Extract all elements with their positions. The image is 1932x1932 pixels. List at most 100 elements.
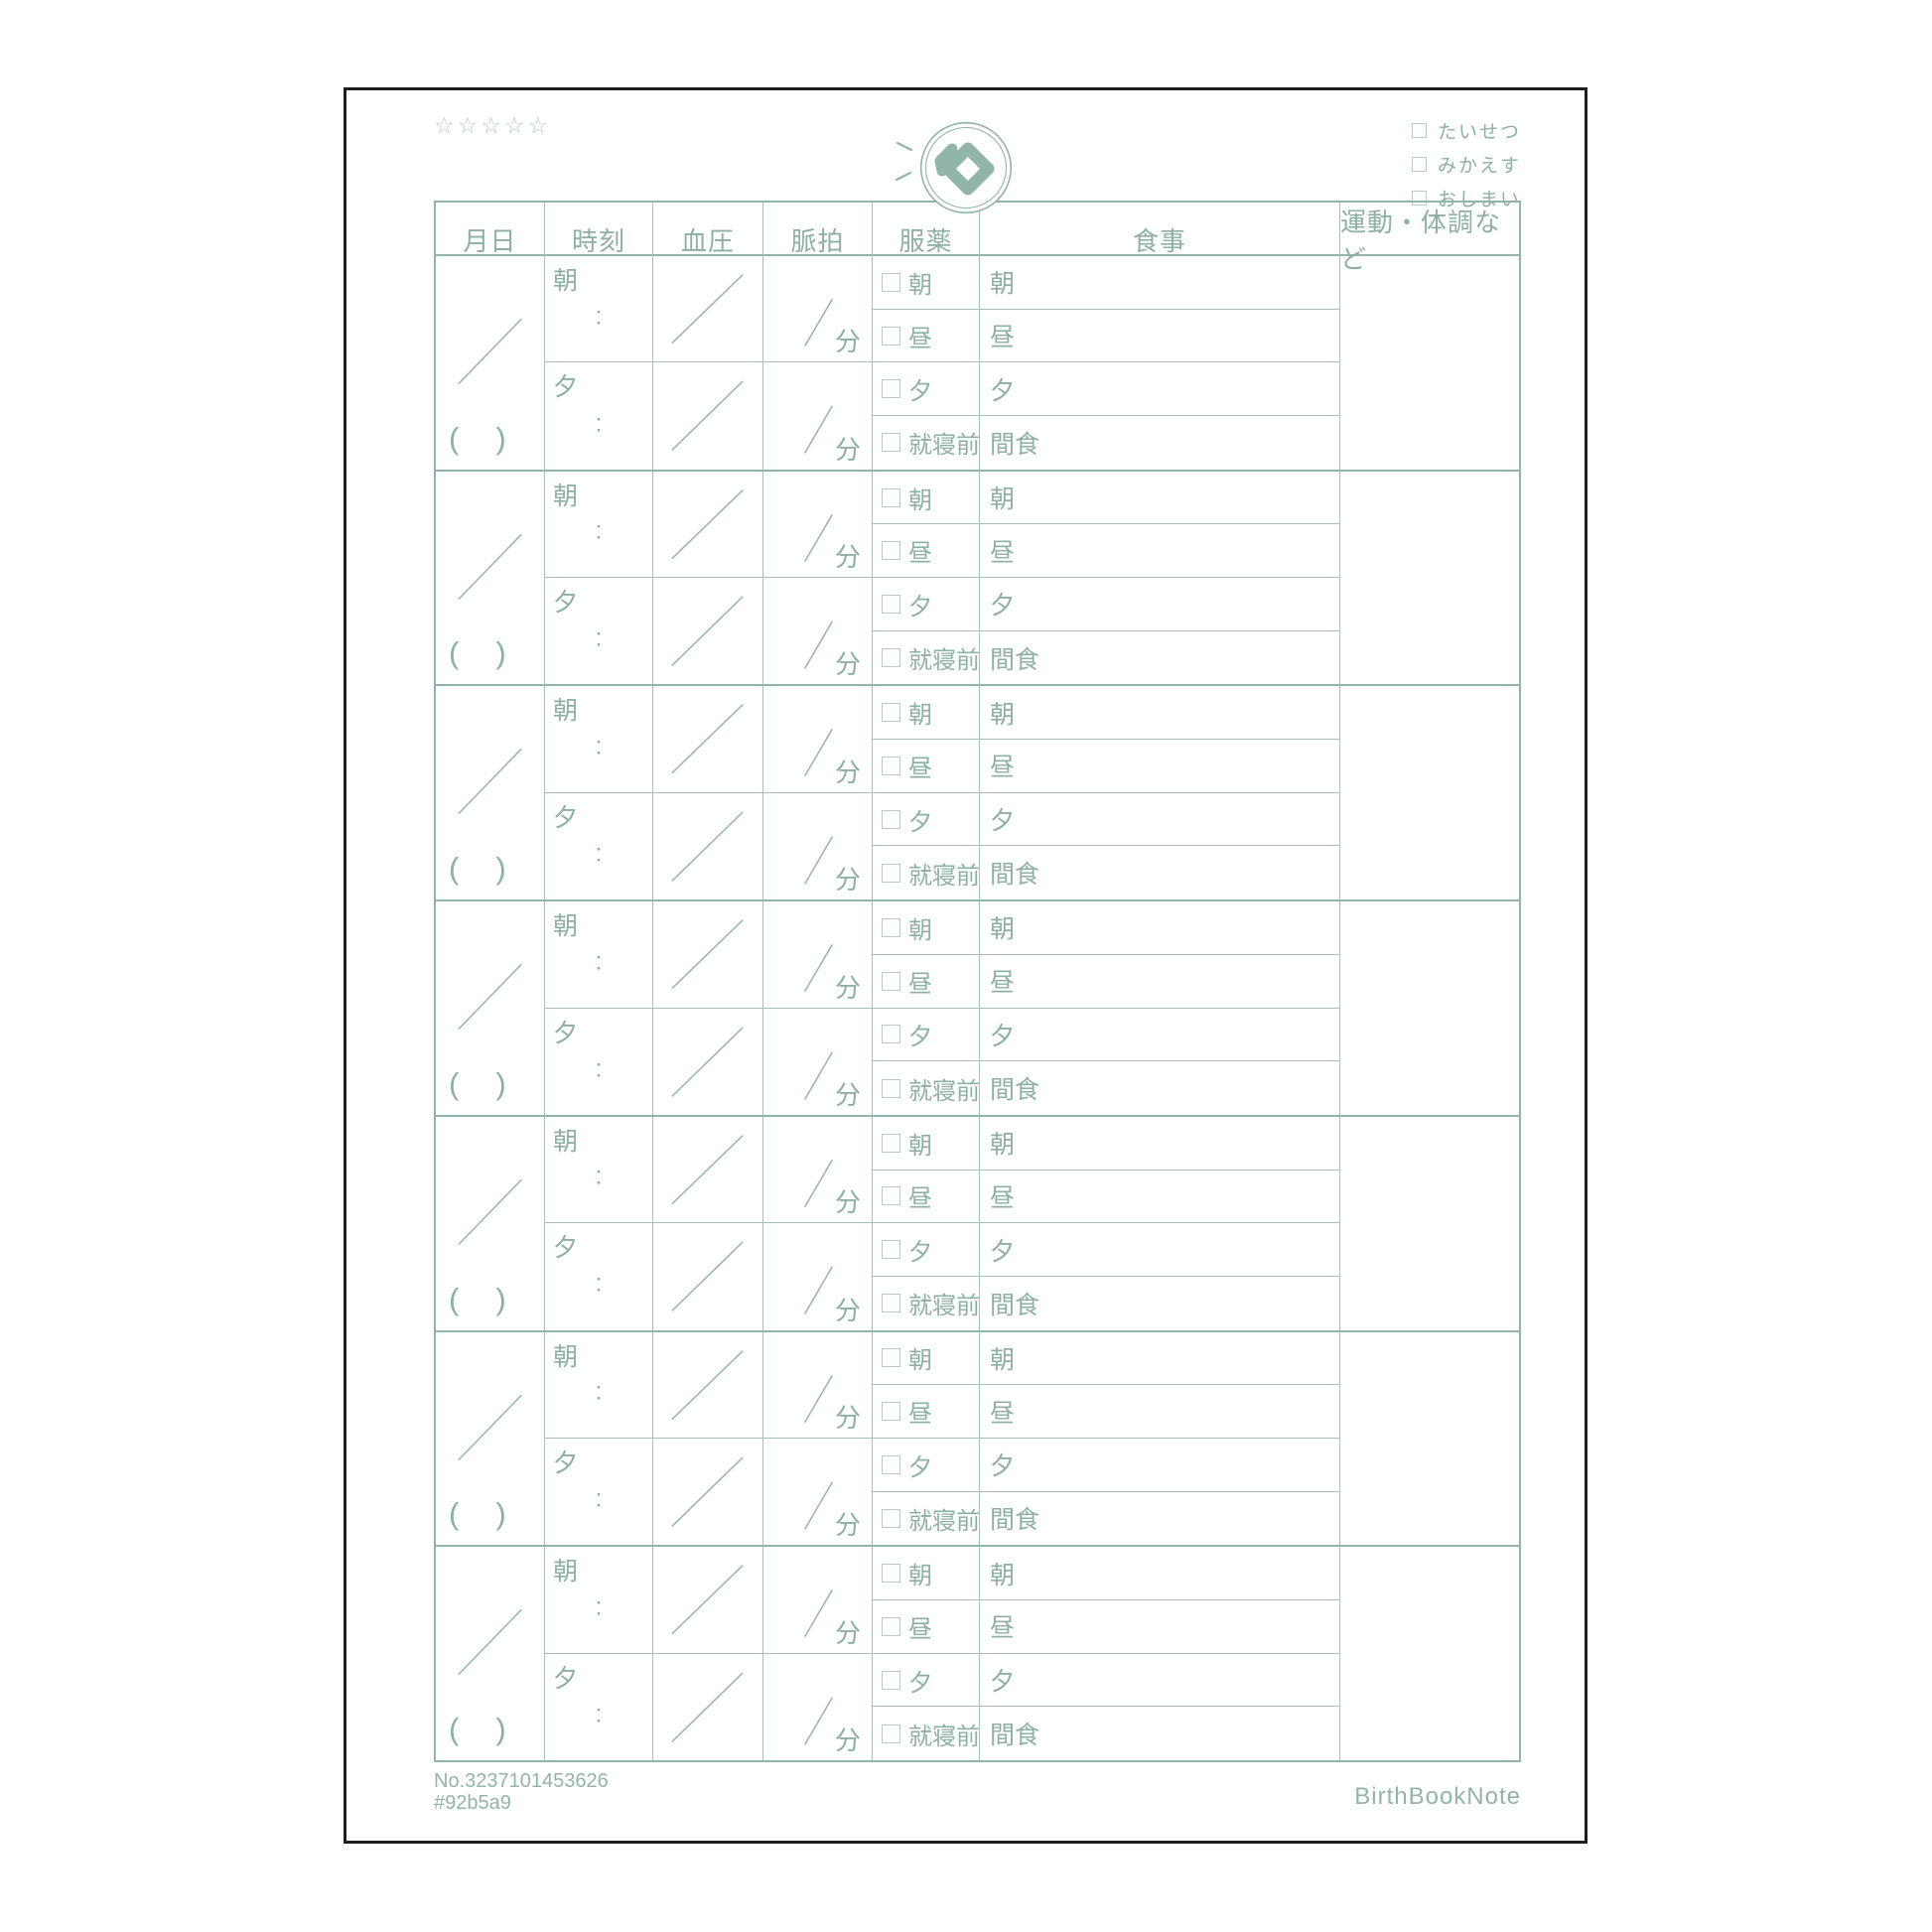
- pulse-morning-cell[interactable]: 分: [763, 1116, 873, 1224]
- meal-dinner-cell[interactable]: 夕: [980, 1008, 1340, 1062]
- medication-checkbox[interactable]: [882, 756, 900, 775]
- bp-morning-cell[interactable]: [653, 1547, 763, 1654]
- medication-checkbox[interactable]: [882, 648, 900, 668]
- meal-dinner-cell[interactable]: 夕: [980, 792, 1340, 847]
- meal-lunch-cell[interactable]: 昼: [980, 1599, 1340, 1654]
- pulse-evening-cell[interactable]: 分: [763, 578, 873, 685]
- bp-morning-cell[interactable]: [653, 256, 763, 363]
- meal-breakfast-cell[interactable]: 朝: [980, 1116, 1340, 1171]
- medication-checkbox[interactable]: [882, 541, 900, 561]
- meal-snack-cell[interactable]: 間食: [980, 1707, 1340, 1761]
- time-evening-cell[interactable]: 夕 :: [545, 1223, 653, 1330]
- time-morning-cell[interactable]: 朝 :: [545, 901, 653, 1009]
- medication-checkbox[interactable]: [882, 433, 900, 453]
- meal-snack-cell[interactable]: 間食: [980, 630, 1340, 685]
- status-check-item[interactable]: たいせつ: [1411, 117, 1521, 144]
- meal-breakfast-cell[interactable]: 朝: [980, 471, 1340, 525]
- bp-evening-cell[interactable]: [653, 1223, 763, 1330]
- date-cell[interactable]: (): [436, 901, 545, 1115]
- medication-checkbox[interactable]: [882, 1564, 900, 1584]
- bp-evening-cell[interactable]: [653, 792, 763, 900]
- meal-lunch-cell[interactable]: 昼: [980, 524, 1340, 579]
- status-check-item[interactable]: おしまい: [1411, 185, 1521, 211]
- bp-evening-cell[interactable]: [653, 362, 763, 470]
- meal-dinner-cell[interactable]: 夕: [980, 362, 1340, 417]
- pulse-evening-cell[interactable]: 分: [763, 362, 873, 470]
- meal-lunch-cell[interactable]: 昼: [980, 740, 1340, 793]
- meal-dinner-cell[interactable]: 夕: [980, 1223, 1340, 1277]
- date-cell[interactable]: (): [436, 1331, 545, 1546]
- notes-cell[interactable]: [1340, 1547, 1519, 1760]
- meal-lunch-cell[interactable]: 昼: [980, 1385, 1340, 1439]
- bp-morning-cell[interactable]: [653, 1116, 763, 1224]
- time-evening-cell[interactable]: 夕 :: [545, 1438, 653, 1546]
- pulse-morning-cell[interactable]: 分: [763, 1331, 873, 1439]
- bp-morning-cell[interactable]: [653, 1331, 763, 1439]
- medication-checkbox[interactable]: [882, 272, 900, 292]
- medication-checkbox[interactable]: [882, 1724, 900, 1743]
- bp-morning-cell[interactable]: [653, 471, 763, 579]
- meal-dinner-cell[interactable]: 夕: [980, 1653, 1340, 1708]
- time-evening-cell[interactable]: 夕 :: [545, 1653, 653, 1761]
- meal-breakfast-cell[interactable]: 朝: [980, 256, 1340, 310]
- medication-checkbox[interactable]: [882, 1025, 900, 1044]
- meal-breakfast-cell[interactable]: 朝: [980, 1331, 1340, 1386]
- notes-cell[interactable]: [1340, 472, 1519, 685]
- time-morning-cell[interactable]: 朝 :: [545, 1547, 653, 1654]
- star-rating[interactable]: ☆☆☆☆☆: [434, 112, 552, 138]
- time-evening-cell[interactable]: 夕 :: [545, 1008, 653, 1115]
- meal-dinner-cell[interactable]: 夕: [980, 1438, 1340, 1492]
- bp-morning-cell[interactable]: [653, 901, 763, 1009]
- meal-snack-cell[interactable]: 間食: [980, 846, 1340, 900]
- pulse-morning-cell[interactable]: 分: [763, 686, 873, 793]
- medication-checkbox[interactable]: [882, 487, 900, 507]
- time-morning-cell[interactable]: 朝 :: [545, 256, 653, 363]
- pulse-morning-cell[interactable]: 分: [763, 256, 873, 363]
- medication-checkbox[interactable]: [882, 917, 900, 937]
- notes-cell[interactable]: [1340, 686, 1519, 899]
- status-check-item[interactable]: みかえす: [1411, 151, 1521, 178]
- notes-cell[interactable]: [1340, 256, 1519, 470]
- medication-checkbox[interactable]: [882, 1240, 900, 1260]
- meal-breakfast-cell[interactable]: 朝: [980, 686, 1340, 741]
- bp-evening-cell[interactable]: [653, 1008, 763, 1115]
- time-morning-cell[interactable]: 朝 :: [545, 1116, 653, 1224]
- meal-snack-cell[interactable]: 間食: [980, 1276, 1340, 1330]
- time-evening-cell[interactable]: 夕 :: [545, 578, 653, 685]
- medication-checkbox[interactable]: [882, 1454, 900, 1474]
- meal-snack-cell[interactable]: 間食: [980, 1491, 1340, 1546]
- pulse-evening-cell[interactable]: 分: [763, 792, 873, 900]
- pulse-morning-cell[interactable]: 分: [763, 471, 873, 579]
- notes-cell[interactable]: [1340, 1117, 1519, 1330]
- meal-snack-cell[interactable]: 間食: [980, 1061, 1340, 1115]
- medication-checkbox[interactable]: [882, 1186, 900, 1206]
- bp-evening-cell[interactable]: [653, 578, 763, 685]
- checkbox-icon[interactable]: [1411, 157, 1427, 172]
- date-cell[interactable]: (): [436, 1116, 545, 1330]
- meal-breakfast-cell[interactable]: 朝: [980, 901, 1340, 955]
- bp-evening-cell[interactable]: [653, 1653, 763, 1761]
- pulse-evening-cell[interactable]: 分: [763, 1438, 873, 1546]
- medication-checkbox[interactable]: [882, 1670, 900, 1690]
- pulse-morning-cell[interactable]: 分: [763, 1547, 873, 1654]
- bp-morning-cell[interactable]: [653, 686, 763, 793]
- meal-lunch-cell[interactable]: 昼: [980, 954, 1340, 1009]
- medication-checkbox[interactable]: [882, 1078, 900, 1098]
- time-morning-cell[interactable]: 朝 :: [545, 1331, 653, 1439]
- meal-dinner-cell[interactable]: 夕: [980, 578, 1340, 631]
- bp-evening-cell[interactable]: [653, 1438, 763, 1546]
- meal-lunch-cell[interactable]: 昼: [980, 1170, 1340, 1224]
- time-evening-cell[interactable]: 夕 :: [545, 362, 653, 470]
- medication-checkbox[interactable]: [882, 326, 900, 345]
- date-cell[interactable]: (): [436, 471, 545, 685]
- date-cell[interactable]: (): [436, 1547, 545, 1761]
- medication-checkbox[interactable]: [882, 1616, 900, 1636]
- medication-checkbox[interactable]: [882, 379, 900, 399]
- checkbox-icon[interactable]: [1411, 123, 1427, 138]
- pulse-evening-cell[interactable]: 分: [763, 1223, 873, 1330]
- meal-lunch-cell[interactable]: 昼: [980, 309, 1340, 363]
- time-evening-cell[interactable]: 夕 :: [545, 792, 653, 900]
- pulse-morning-cell[interactable]: 分: [763, 901, 873, 1009]
- meal-breakfast-cell[interactable]: 朝: [980, 1547, 1340, 1600]
- medication-checkbox[interactable]: [882, 1133, 900, 1153]
